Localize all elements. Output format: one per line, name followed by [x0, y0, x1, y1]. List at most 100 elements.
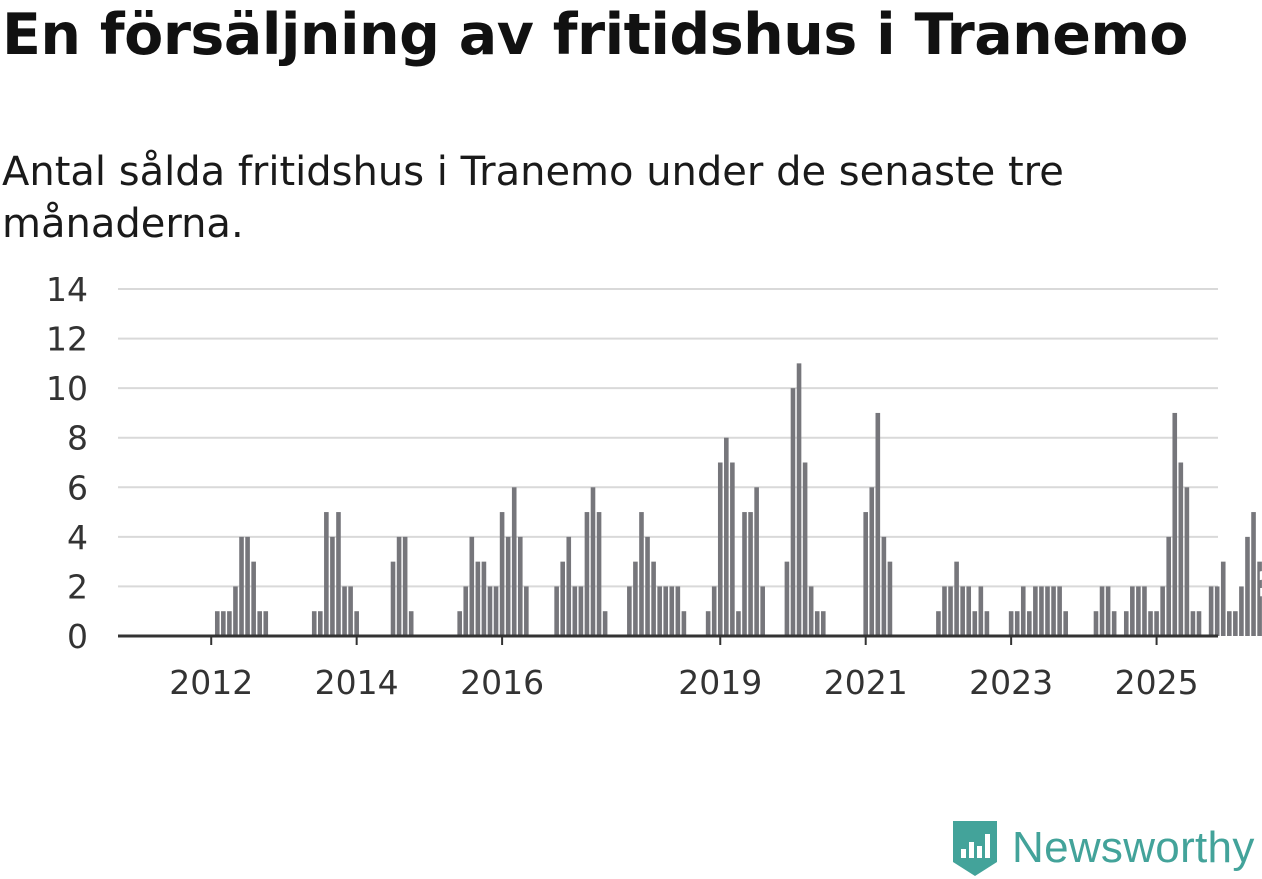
bar: [651, 561, 656, 636]
bar: [239, 536, 244, 636]
bar: [318, 611, 323, 636]
bar: [560, 561, 565, 636]
bar: [251, 561, 256, 636]
bar: [1251, 512, 1256, 636]
bar: [578, 586, 584, 636]
x-tick-label: 2019: [678, 663, 762, 702]
bar: [657, 586, 662, 636]
bar: [596, 512, 602, 636]
bar: [1239, 586, 1244, 636]
y-tick-label: 12: [46, 320, 88, 359]
bar: [978, 586, 984, 636]
highlight-data-label: 1: [1260, 567, 1262, 600]
bar: [475, 561, 481, 636]
bar: [1160, 586, 1165, 636]
bar: [1196, 611, 1202, 636]
chart-subtitle: Antal sålda fritidshus i Tranemo under d…: [2, 149, 1064, 247]
bar: [754, 487, 759, 636]
bar: [730, 462, 735, 636]
bar: [724, 437, 729, 636]
bar: [681, 611, 687, 636]
bar: [1142, 586, 1147, 636]
brand-name: Newsworthy: [1012, 823, 1255, 872]
x-tick-label: 2016: [460, 663, 544, 702]
bar: [1257, 561, 1262, 636]
bar: [330, 536, 335, 636]
bar: [1039, 586, 1044, 636]
bar: [584, 512, 590, 636]
bar: [1220, 561, 1226, 636]
bar: [1178, 462, 1184, 636]
x-tick-label: 2023: [969, 663, 1053, 702]
bar: [566, 536, 572, 636]
bar: [463, 586, 469, 636]
bar: [1190, 611, 1196, 636]
bar: [869, 487, 875, 636]
bar: [748, 512, 753, 636]
bar: [590, 487, 596, 636]
bar: [1099, 586, 1105, 636]
bar-layer: [214, 363, 1262, 636]
grid-layer: [118, 288, 1218, 588]
bar: [342, 586, 347, 636]
newsworthy-logo-icon: [953, 821, 997, 876]
bar: [1154, 611, 1159, 636]
bar: [742, 512, 747, 636]
bar: [227, 611, 232, 636]
y-tick-label: 8: [67, 419, 88, 458]
bar: [1008, 611, 1014, 636]
bar: [675, 586, 681, 636]
bar: [1111, 611, 1117, 636]
bar: [348, 586, 353, 636]
bar: [984, 611, 990, 636]
bar: [972, 611, 978, 636]
bar: [936, 611, 941, 636]
bar: [954, 561, 959, 636]
bar: [948, 586, 953, 636]
bar: [1227, 611, 1232, 636]
bar: [784, 561, 790, 636]
bar: [245, 536, 250, 636]
bar: [402, 536, 408, 636]
y-tick-label: 10: [46, 369, 88, 408]
bar: [669, 586, 675, 636]
bar: [257, 611, 262, 636]
bar: [336, 512, 341, 636]
bar: [760, 586, 765, 636]
newsworthy-logo[interactable]: Newsworthy: [950, 818, 1255, 878]
bar: [1057, 586, 1062, 636]
bar: [1105, 586, 1111, 636]
bar: [1051, 586, 1056, 636]
bar: [487, 586, 493, 636]
bar: [1033, 586, 1038, 636]
bar: [469, 536, 475, 636]
bar: [408, 611, 414, 636]
y-tick-label: 6: [67, 468, 88, 507]
bar: [1172, 412, 1178, 636]
x-tick-label: 2025: [1115, 663, 1199, 702]
bar: [820, 611, 826, 636]
bar: [796, 363, 802, 636]
bar: [736, 611, 741, 636]
bar: [505, 536, 511, 636]
bar: [1063, 611, 1068, 636]
bar: [1184, 487, 1190, 636]
bar: [1093, 611, 1099, 636]
bar: [711, 586, 717, 636]
bar: [1136, 586, 1141, 636]
bar: [960, 586, 965, 636]
bar: [790, 388, 796, 636]
bar: [863, 512, 868, 636]
bar: [602, 611, 608, 636]
y-tick-label: 4: [67, 518, 88, 557]
bar: [639, 512, 644, 636]
bar: [1014, 611, 1020, 636]
bar: [1214, 586, 1220, 636]
bar: [390, 561, 396, 636]
axis-layer: 0 2 4 6 8 10 12 14 2012 2014 2016 2019 2021 2023 2025: [46, 270, 1218, 702]
bar: [1233, 611, 1238, 636]
bar: [1123, 611, 1129, 636]
x-tick-label: 2012: [169, 663, 253, 702]
y-tick-label: 14: [46, 270, 88, 309]
